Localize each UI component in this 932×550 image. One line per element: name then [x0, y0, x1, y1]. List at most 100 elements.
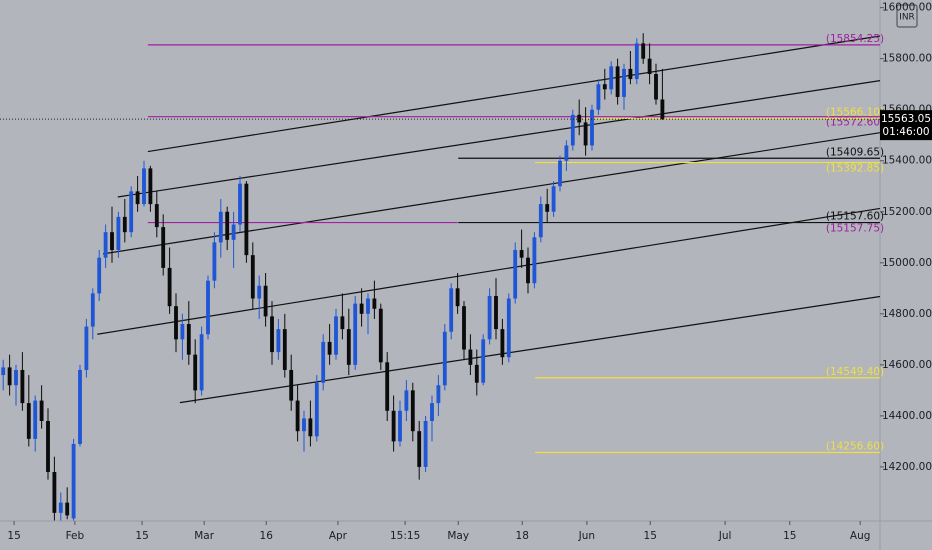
- candle-body: [78, 369, 82, 444]
- candle-body: [513, 250, 518, 299]
- trendline: [97, 207, 881, 335]
- candle-body: [558, 160, 562, 187]
- x-tick-label: 15:15: [390, 530, 420, 542]
- candle-body: [430, 403, 434, 421]
- candle-body: [142, 168, 146, 205]
- x-tick-label: Feb: [66, 530, 85, 542]
- candle-body: [570, 114, 575, 146]
- currency-box[interactable]: [896, 4, 918, 28]
- candle-body: [455, 288, 460, 307]
- candle-body: [564, 145, 569, 161]
- y-tick-label: 14400.00: [882, 410, 932, 422]
- candle-body: [481, 339, 486, 383]
- candle-body: [340, 316, 345, 330]
- candle-body: [366, 298, 370, 314]
- candle-body: [263, 285, 268, 317]
- y-tick-label: 16000.00: [882, 2, 932, 14]
- candle-body: [404, 390, 409, 411]
- candle-body: [276, 329, 281, 353]
- currency[interactable]: INR: [899, 13, 915, 23]
- candle-body: [244, 183, 249, 256]
- candle-body: [442, 331, 447, 386]
- candle-body: [334, 316, 338, 355]
- candle-body: [519, 250, 524, 258]
- level-label: (15566.10): [826, 106, 884, 118]
- candle-body: [250, 255, 255, 299]
- candle-body: [58, 502, 63, 513]
- y-tick-label: 15400.00: [882, 155, 932, 167]
- candle-body: [225, 211, 230, 240]
- candle-body: [206, 280, 210, 335]
- level-label: (15157.75): [826, 223, 884, 235]
- candle-body: [506, 298, 511, 358]
- candle-body: [487, 295, 492, 340]
- candle-body: [20, 369, 25, 404]
- x-tick-label: Jul: [718, 530, 732, 542]
- candle-body: [609, 66, 614, 90]
- candle-body: [33, 400, 38, 439]
- candle-body: [654, 73, 658, 100]
- level-label: (15409.65): [826, 146, 884, 158]
- x-tick-label: May: [447, 530, 469, 542]
- candle-body: [116, 216, 121, 251]
- candle-body: [634, 43, 639, 80]
- x-tick-label: 16: [260, 530, 274, 542]
- candle-body: [385, 362, 390, 411]
- candle-body: [84, 326, 89, 370]
- candle-body: [289, 369, 294, 401]
- y-tick-label: 15000.00: [882, 257, 932, 269]
- x-tick-label: 18: [516, 530, 529, 542]
- candle-body: [538, 204, 543, 238]
- y-tick-label: 14800.00: [882, 308, 932, 320]
- candle-body: [462, 306, 466, 350]
- candle-body: [602, 84, 607, 90]
- level-label: (15157.60): [826, 211, 884, 223]
- candle-body: [500, 329, 505, 358]
- candle-body: [615, 66, 620, 97]
- candle-body: [314, 382, 319, 437]
- candle-body: [449, 288, 454, 332]
- candle-body: [596, 84, 601, 110]
- x-tick-label: Apr: [329, 530, 348, 542]
- candle-body: [212, 242, 217, 281]
- trendline: [147, 35, 881, 153]
- candle-body: [90, 293, 95, 327]
- trendline: [117, 80, 881, 198]
- candle-body: [199, 334, 204, 391]
- candle-body: [551, 186, 556, 212]
- candle-body: [1, 367, 6, 376]
- x-tick-label: 15: [783, 530, 796, 542]
- current-price-label: 15563.05: [881, 113, 931, 125]
- candle-body: [321, 341, 326, 383]
- level-label: (15854.25): [826, 33, 884, 45]
- y-tick-label: 14600.00: [882, 359, 932, 371]
- candle-body: [65, 502, 70, 516]
- candle-body: [110, 232, 114, 251]
- y-tick-label: 14200.00: [882, 461, 932, 473]
- candle-body: [167, 267, 172, 307]
- candle-body: [353, 303, 358, 365]
- x-tick-label: Jun: [578, 530, 595, 542]
- candle-body: [372, 298, 377, 309]
- level-label: (15392.85): [826, 163, 884, 175]
- candle-body: [423, 420, 428, 467]
- candle-body: [135, 191, 140, 205]
- candle-body: [391, 410, 396, 442]
- candle-body: [257, 285, 262, 299]
- candle-body: [327, 341, 332, 355]
- candle-body: [302, 418, 306, 432]
- candle-body: [494, 295, 498, 330]
- candle-body: [532, 237, 537, 284]
- candle-body: [545, 204, 550, 212]
- candle-body: [231, 224, 236, 240]
- y-tick-label: 15800.00: [882, 53, 932, 65]
- x-tick-label: 15: [7, 530, 20, 542]
- candle-body: [218, 211, 223, 243]
- x-tick-label: 15: [135, 530, 148, 542]
- level-label: (14549.40): [826, 366, 884, 378]
- candle-body: [148, 168, 153, 205]
- candle-body: [346, 329, 351, 365]
- candle-body: [583, 122, 588, 146]
- candle-body: [129, 191, 134, 233]
- trendline: [179, 295, 881, 404]
